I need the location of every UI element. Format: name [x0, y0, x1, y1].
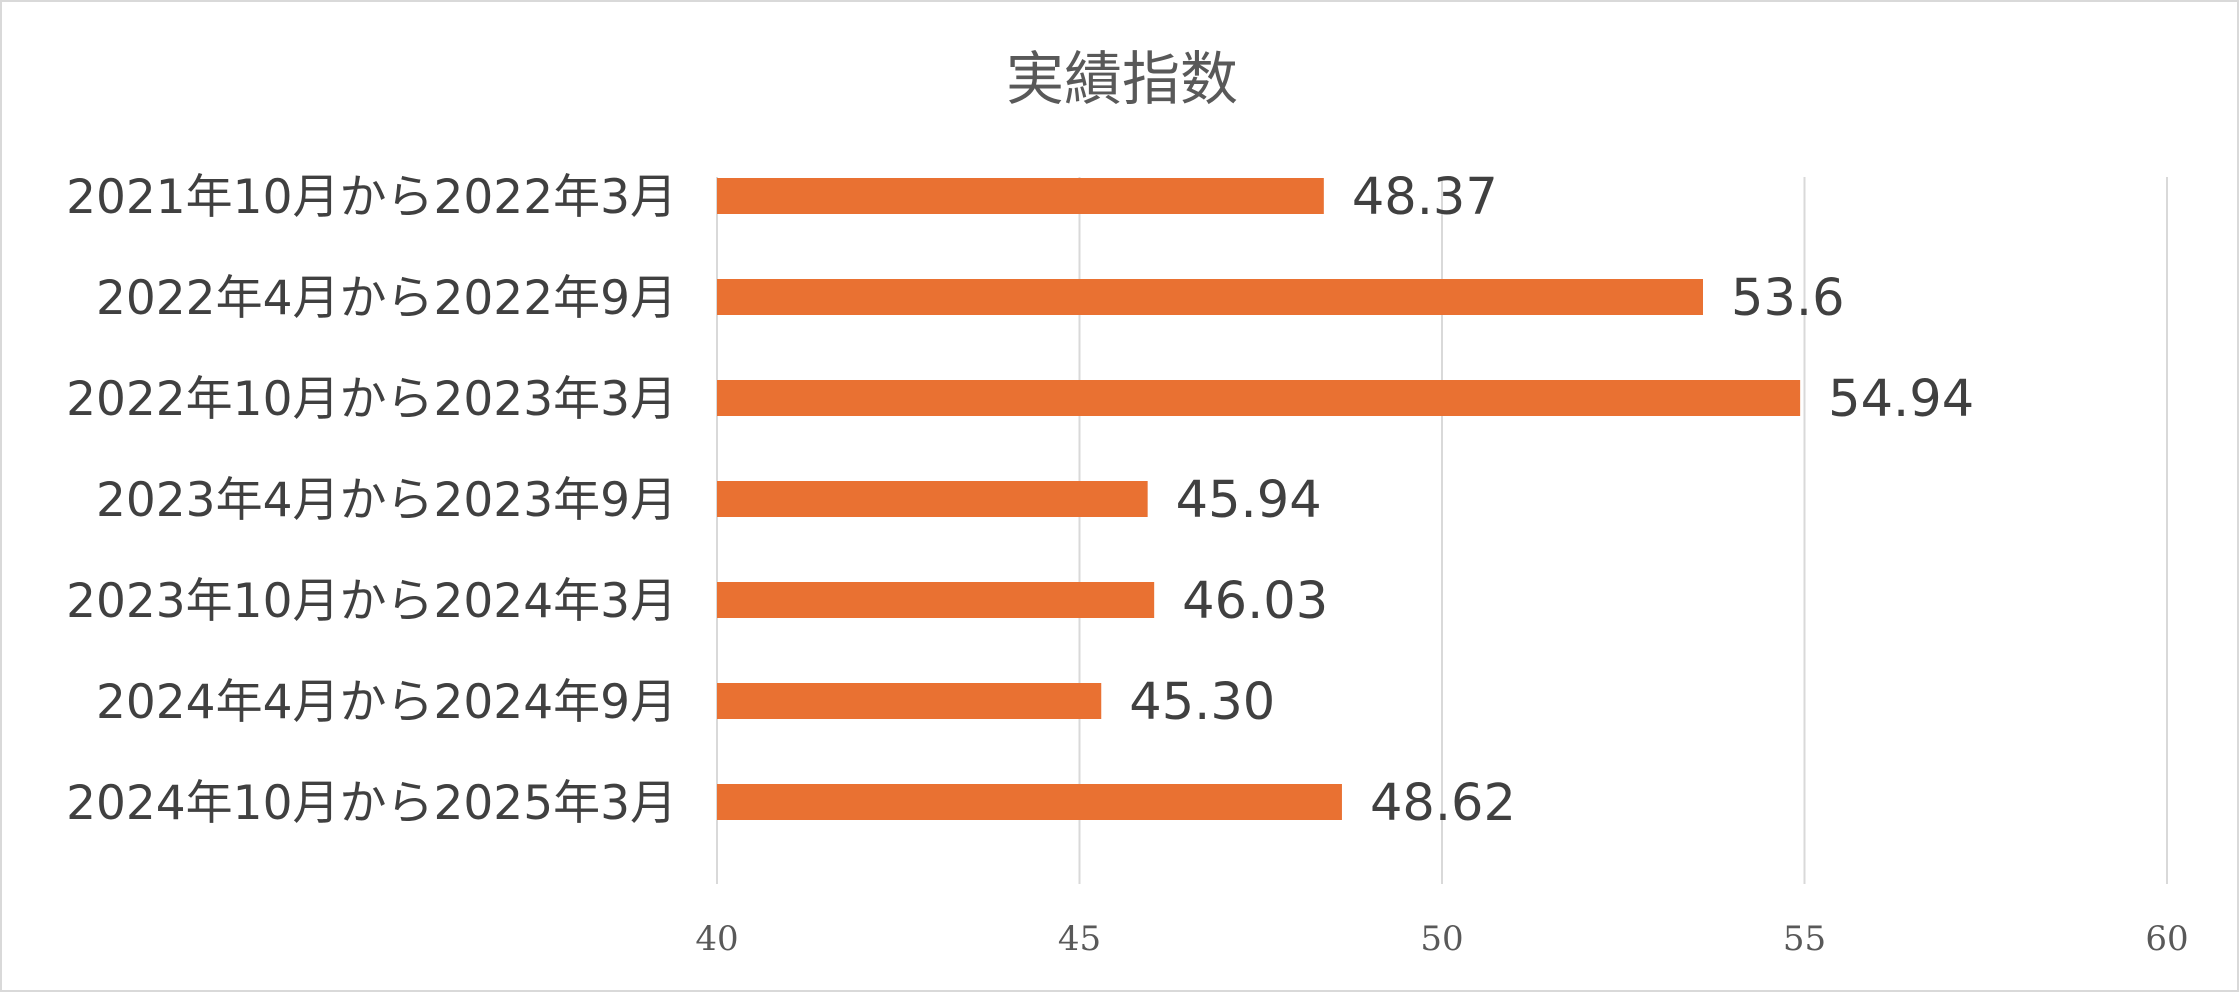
bar-value-label: 45.94: [1176, 471, 1322, 530]
bar: [717, 683, 1102, 719]
bar: [717, 481, 1148, 517]
x-tick-label: 40: [695, 919, 738, 959]
bar: [717, 279, 1703, 315]
tick-layer: 40 45 50 55 60: [695, 919, 2188, 959]
category-label: 2024年10月から2025年3月: [66, 776, 677, 831]
bar-value-label: 48.37: [1352, 168, 1498, 227]
label-layer: 48.37 2021年10月から2022年3月 53.6 2022年4月から2022年…: [66, 168, 1974, 833]
x-tick-label: 55: [1783, 919, 1826, 959]
bar: [717, 582, 1155, 618]
x-tick-label: 60: [2145, 919, 2188, 959]
bar-value-label: 54.94: [1828, 370, 1974, 429]
category-label: 2022年4月から2022年9月: [96, 271, 677, 326]
bar-layer: [717, 178, 1801, 820]
category-label: 2021年10月から2022年3月: [66, 170, 677, 225]
bar: [717, 784, 1342, 820]
category-label: 2023年4月から2023年9月: [96, 473, 677, 528]
category-label: 2023年10月から2024年3月: [66, 574, 677, 629]
bar: [717, 380, 1801, 416]
x-tick-label: 50: [1420, 919, 1463, 959]
bar-value-label: 48.62: [1370, 774, 1516, 833]
x-tick-label: 45: [1058, 919, 1101, 959]
category-label: 2022年10月から2023年3月: [66, 372, 677, 427]
bar-value-label: 45.30: [1129, 673, 1275, 732]
chart-title: 実績指数: [1006, 45, 1238, 113]
bar-value-label: 46.03: [1182, 572, 1328, 631]
bar: [717, 178, 1324, 214]
category-label: 2024年4月から2024年9月: [96, 675, 677, 730]
bar-value-label: 53.6: [1731, 269, 1845, 328]
